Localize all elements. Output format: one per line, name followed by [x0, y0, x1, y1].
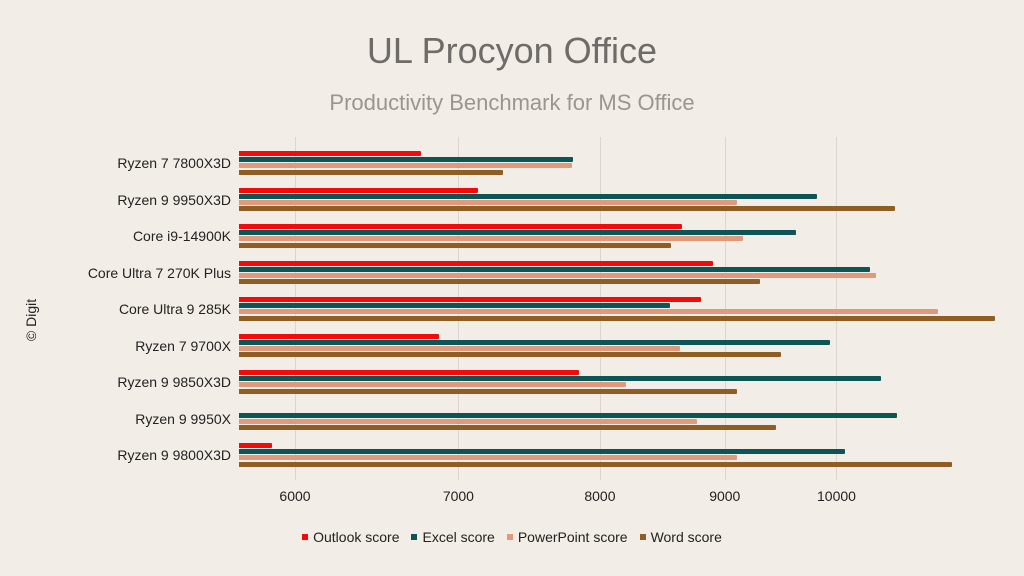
bar-powerpoint-score[interactable]: [239, 418, 697, 424]
category-label: Core Ultra 9 285K: [118, 301, 231, 317]
bar-excel-score[interactable]: [239, 376, 882, 382]
legend-swatch-icon: [506, 534, 513, 540]
bar-excel-score[interactable]: [239, 193, 818, 199]
bar-word-score[interactable]: [239, 388, 738, 394]
legend-label: Word score: [650, 529, 722, 545]
bar-excel-score[interactable]: [239, 230, 796, 236]
bar-powerpoint-score[interactable]: [239, 272, 876, 278]
bar-excel-score[interactable]: [239, 339, 831, 345]
x-tick-label: 6000: [279, 488, 311, 504]
bar-powerpoint-score[interactable]: [239, 236, 743, 242]
category-label: Ryzen 9 9950X3D: [117, 191, 231, 208]
chart-legend: Outlook score Excel score PowerPoint score…: [0, 529, 1024, 545]
category-label: Core Ultra 7 270K Plus: [87, 264, 231, 281]
bar-word-score[interactable]: [239, 425, 776, 431]
bar-outlook-score[interactable]: [239, 443, 272, 448]
legend-swatch-icon: [302, 534, 309, 540]
bar-powerpoint-score[interactable]: [239, 199, 737, 205]
bar-excel-score[interactable]: [239, 303, 671, 309]
gridline: [458, 137, 459, 480]
bar-word-score[interactable]: [239, 352, 781, 358]
bar-word-score[interactable]: [239, 242, 672, 248]
bar-word-score[interactable]: [239, 315, 995, 321]
bar-word-score[interactable]: [239, 279, 760, 285]
category-label: Ryzen 7 7800X3D: [117, 155, 231, 171]
legend-swatch-icon: [411, 534, 418, 540]
legend-label: Excel score: [422, 529, 495, 545]
legend-item-excel-score[interactable]: Excel score: [411, 529, 495, 545]
bar-word-score[interactable]: [239, 206, 896, 212]
gridline: [600, 137, 601, 480]
bar-excel-score[interactable]: [239, 412, 898, 418]
gridline: [836, 137, 837, 480]
category-label: Ryzen 9 9950X: [135, 410, 231, 427]
x-tick-label: 9000: [709, 488, 741, 504]
x-tick-label: 10000: [817, 488, 856, 504]
category-label: Ryzen 9 9800X3D: [117, 447, 231, 463]
bar-word-score[interactable]: [239, 461, 953, 467]
bar-powerpoint-score[interactable]: [239, 455, 737, 461]
bar-outlook-score[interactable]: [239, 333, 440, 339]
bar-powerpoint-score[interactable]: [239, 309, 938, 315]
bar-outlook-score[interactable]: [239, 224, 682, 229]
bar-powerpoint-score[interactable]: [239, 382, 626, 388]
bar-excel-score[interactable]: [239, 266, 871, 272]
bar-powerpoint-score[interactable]: [239, 163, 572, 169]
legend-item-powerpoint-score[interactable]: PowerPoint score: [506, 529, 628, 545]
legend-label: Outlook score: [313, 529, 400, 545]
bar-outlook-score[interactable]: [239, 370, 579, 375]
bar-outlook-score[interactable]: [239, 187, 478, 193]
legend-item-word-score[interactable]: Word score: [639, 529, 722, 545]
bar-outlook-score[interactable]: [239, 260, 714, 266]
gridline: [295, 137, 296, 480]
bar-excel-score[interactable]: [239, 157, 573, 163]
bar-outlook-score[interactable]: [239, 297, 701, 302]
bar-powerpoint-score[interactable]: [239, 345, 681, 351]
x-tick-label: 7000: [442, 488, 474, 504]
legend-label: PowerPoint score: [517, 529, 628, 545]
legend-swatch-icon: [639, 534, 646, 540]
bar-word-score[interactable]: [239, 169, 503, 175]
x-tick-label: 8000: [584, 488, 616, 504]
bar-excel-score[interactable]: [239, 449, 845, 455]
gridline: [725, 137, 726, 480]
chart-title: UL Procyon Office: [366, 30, 658, 71]
category-label: Core i9-14900K: [132, 228, 231, 244]
bar-outlook-score[interactable]: [239, 151, 421, 156]
category-label: Ryzen 9 9850X3D: [117, 374, 231, 390]
category-label: Ryzen 7 9700X: [135, 337, 231, 354]
chart-subtitle: Productivity Benchmark for MS Office: [329, 90, 695, 115]
legend-item-outlook-score[interactable]: Outlook score: [302, 529, 399, 545]
